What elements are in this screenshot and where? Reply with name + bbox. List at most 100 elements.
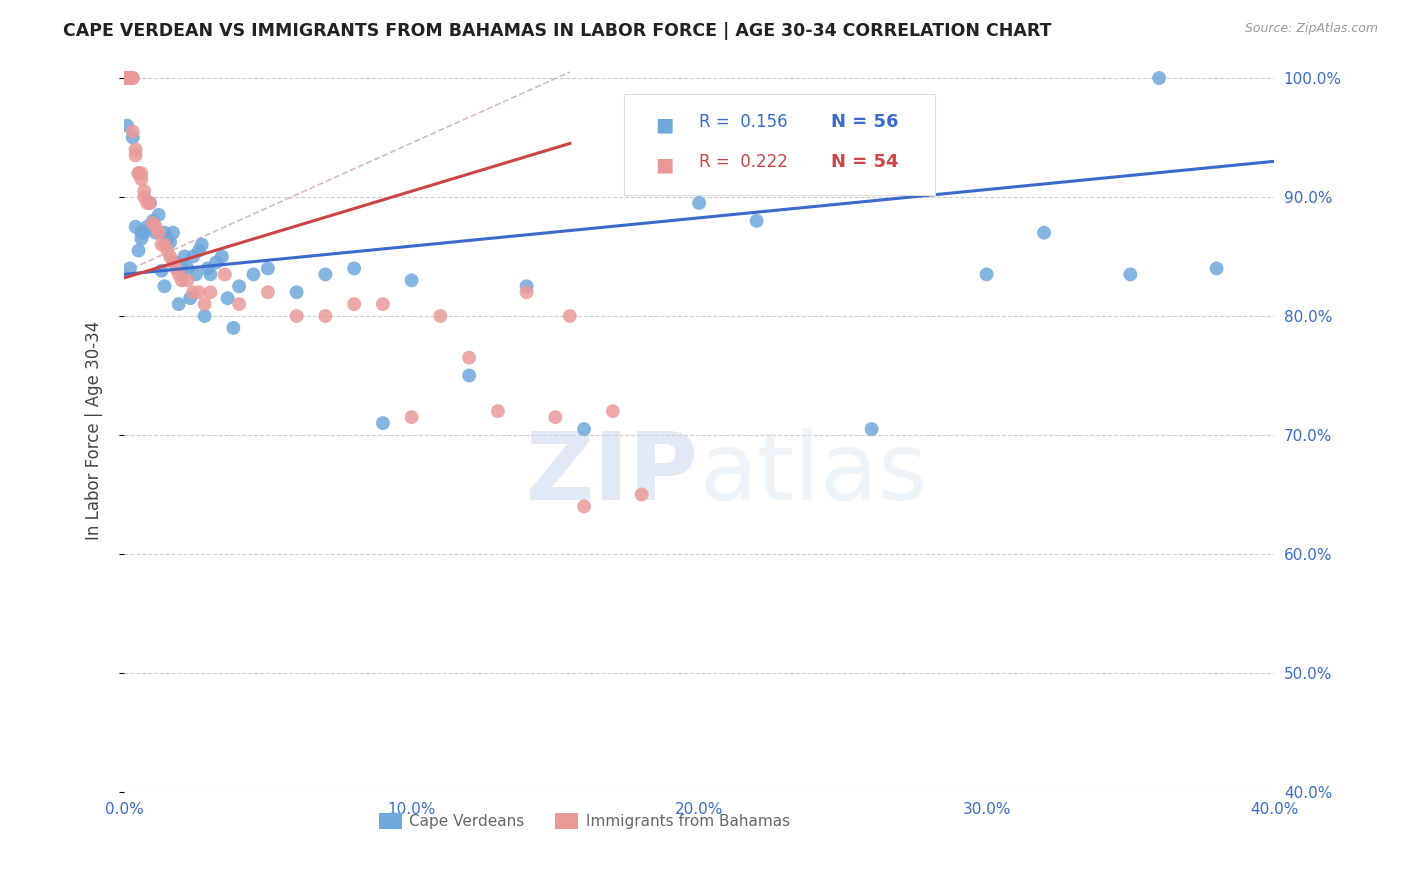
Point (1147, 70, 1170, 85)
Point (314, 268, 336, 282)
Text: R =  0.156: R = 0.156 (699, 113, 787, 131)
Point (128, 244, 150, 258)
Point (194, 297, 217, 311)
Legend: Cape Verdeans, Immigrants from Bahamas: Cape Verdeans, Immigrants from Bahamas (373, 806, 796, 835)
Point (745, 214, 768, 228)
Point (343, 297, 366, 311)
Point (124, 143, 146, 157)
Point (115, 70, 138, 85)
Point (401, 410, 423, 425)
Point (134, 190, 156, 204)
Point (121, 130, 143, 145)
FancyBboxPatch shape (624, 94, 935, 195)
Point (572, 500, 595, 514)
Point (458, 368, 481, 383)
Point (128, 166, 150, 180)
Point (121, 70, 143, 85)
Point (371, 416, 394, 430)
Point (630, 487, 652, 501)
Point (1205, 261, 1227, 276)
Text: ■: ■ (655, 116, 673, 135)
Point (165, 261, 187, 276)
Point (200, 285, 222, 300)
Text: CAPE VERDEAN VS IMMIGRANTS FROM BAHAMAS IN LABOR FORCE | AGE 30-34 CORRELATION C: CAPE VERDEAN VS IMMIGRANTS FROM BAHAMAS … (63, 22, 1052, 40)
Point (131, 166, 153, 180)
Point (257, 261, 280, 276)
Point (1119, 268, 1142, 282)
Point (153, 237, 176, 252)
Point (285, 285, 308, 300)
Point (179, 291, 201, 305)
Point (131, 172, 153, 186)
Point (181, 285, 204, 300)
Point (165, 255, 187, 269)
Text: N = 56: N = 56 (831, 113, 898, 131)
Point (176, 273, 198, 287)
Point (194, 309, 217, 323)
Point (139, 196, 162, 211)
Point (190, 237, 212, 252)
Point (544, 410, 567, 425)
Point (602, 404, 624, 418)
Point (285, 309, 308, 323)
Text: N = 54: N = 54 (831, 153, 898, 171)
Point (257, 285, 280, 300)
Point (429, 309, 451, 323)
Point (211, 250, 233, 264)
Point (486, 404, 509, 418)
Point (136, 196, 159, 211)
Point (162, 226, 184, 240)
Point (145, 219, 167, 234)
Point (134, 184, 156, 198)
Point (142, 216, 165, 230)
Point (176, 261, 198, 276)
Point (131, 226, 153, 240)
Point (118, 70, 141, 85)
Point (121, 70, 143, 85)
Point (314, 309, 336, 323)
Point (167, 268, 190, 282)
Text: Source: ZipAtlas.com: Source: ZipAtlas.com (1244, 22, 1378, 36)
Point (136, 219, 159, 234)
Point (118, 261, 141, 276)
Point (167, 297, 190, 311)
Point (228, 297, 250, 311)
Y-axis label: In Labor Force | Age 30-34: In Labor Force | Age 30-34 (86, 320, 103, 540)
Point (139, 196, 162, 211)
Point (976, 268, 998, 282)
Point (115, 119, 138, 133)
Text: R =  0.222: R = 0.222 (699, 153, 787, 171)
Point (131, 232, 153, 246)
Point (1033, 226, 1056, 240)
Point (115, 70, 138, 85)
Point (516, 279, 538, 293)
Point (148, 208, 170, 222)
Point (150, 264, 173, 278)
Point (128, 166, 150, 180)
Point (124, 219, 146, 234)
Point (156, 244, 179, 258)
Text: atlas: atlas (699, 427, 928, 520)
Point (228, 279, 250, 293)
Point (200, 268, 222, 282)
Point (118, 70, 141, 85)
Point (214, 268, 236, 282)
Point (572, 422, 595, 436)
Point (170, 261, 193, 276)
Point (134, 226, 156, 240)
Point (688, 196, 710, 211)
Point (153, 226, 176, 240)
Point (516, 285, 538, 300)
Point (458, 351, 481, 365)
Text: ■: ■ (655, 155, 673, 174)
Point (118, 70, 141, 85)
Point (159, 250, 181, 264)
Point (343, 261, 366, 276)
Point (124, 148, 146, 162)
Point (170, 273, 193, 287)
Point (115, 70, 138, 85)
Point (222, 321, 245, 335)
Point (121, 125, 143, 139)
Point (162, 255, 184, 269)
Point (371, 297, 394, 311)
